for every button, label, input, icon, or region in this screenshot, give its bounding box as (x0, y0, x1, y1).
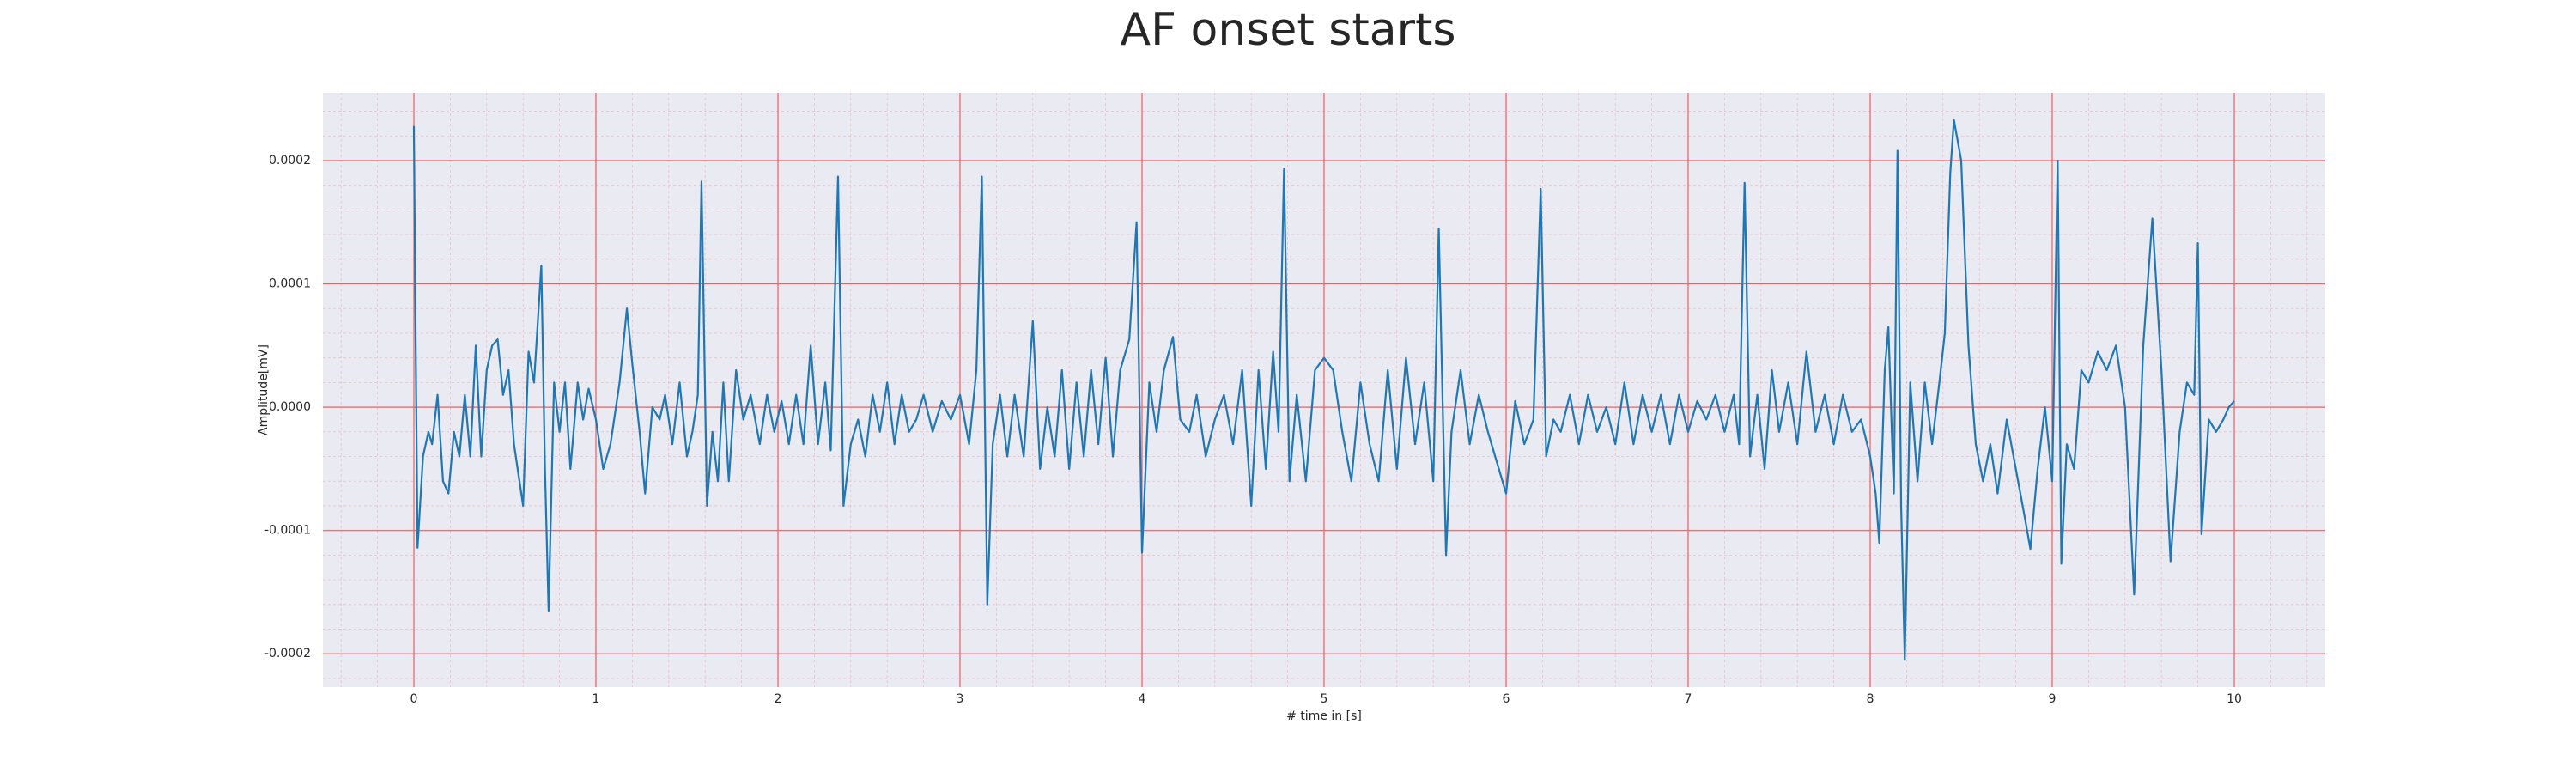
x-tick-label: 2 (775, 692, 782, 706)
x-tick-label: 8 (1867, 692, 1874, 706)
x-tick-label: 6 (1503, 692, 1510, 706)
y-tick-label: 0.0002 (269, 154, 311, 167)
signal-line (412, 119, 2235, 661)
x-tick-label: 4 (1139, 692, 1146, 706)
y-tick-label: 0.0000 (269, 400, 311, 414)
x-tick-label: 5 (1321, 692, 1328, 706)
x-tick-label: 9 (2049, 692, 2057, 706)
chart-title: AF onset starts (1121, 4, 1456, 56)
y-tick-label: -0.0001 (264, 524, 311, 538)
y-tick-label: 0.0001 (269, 277, 311, 291)
x-tick-label: 1 (592, 692, 600, 706)
y-tick-label: -0.0002 (264, 647, 311, 660)
x-tick-label: 10 (2227, 692, 2242, 706)
x-tick-label: 0 (410, 692, 418, 706)
x-tick-label: 7 (1685, 692, 1692, 706)
x-tick-label: 3 (957, 692, 964, 706)
x-axis-label: # time in [s] (1286, 709, 1362, 723)
y-axis-label: Amplitude[mV] (257, 344, 270, 435)
